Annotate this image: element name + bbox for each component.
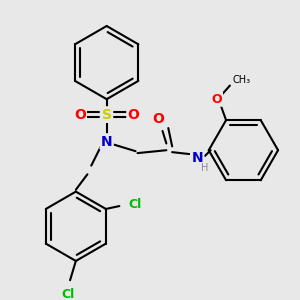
Text: O: O (74, 108, 85, 122)
Text: Cl: Cl (128, 198, 141, 211)
Text: N: N (101, 135, 112, 148)
Text: CH₃: CH₃ (232, 75, 250, 85)
Text: H: H (201, 163, 208, 172)
Text: O: O (153, 112, 165, 126)
Text: N: N (191, 151, 203, 165)
Text: O: O (128, 108, 140, 122)
Text: Cl: Cl (61, 288, 75, 300)
Text: O: O (211, 92, 222, 106)
Text: S: S (102, 108, 112, 122)
